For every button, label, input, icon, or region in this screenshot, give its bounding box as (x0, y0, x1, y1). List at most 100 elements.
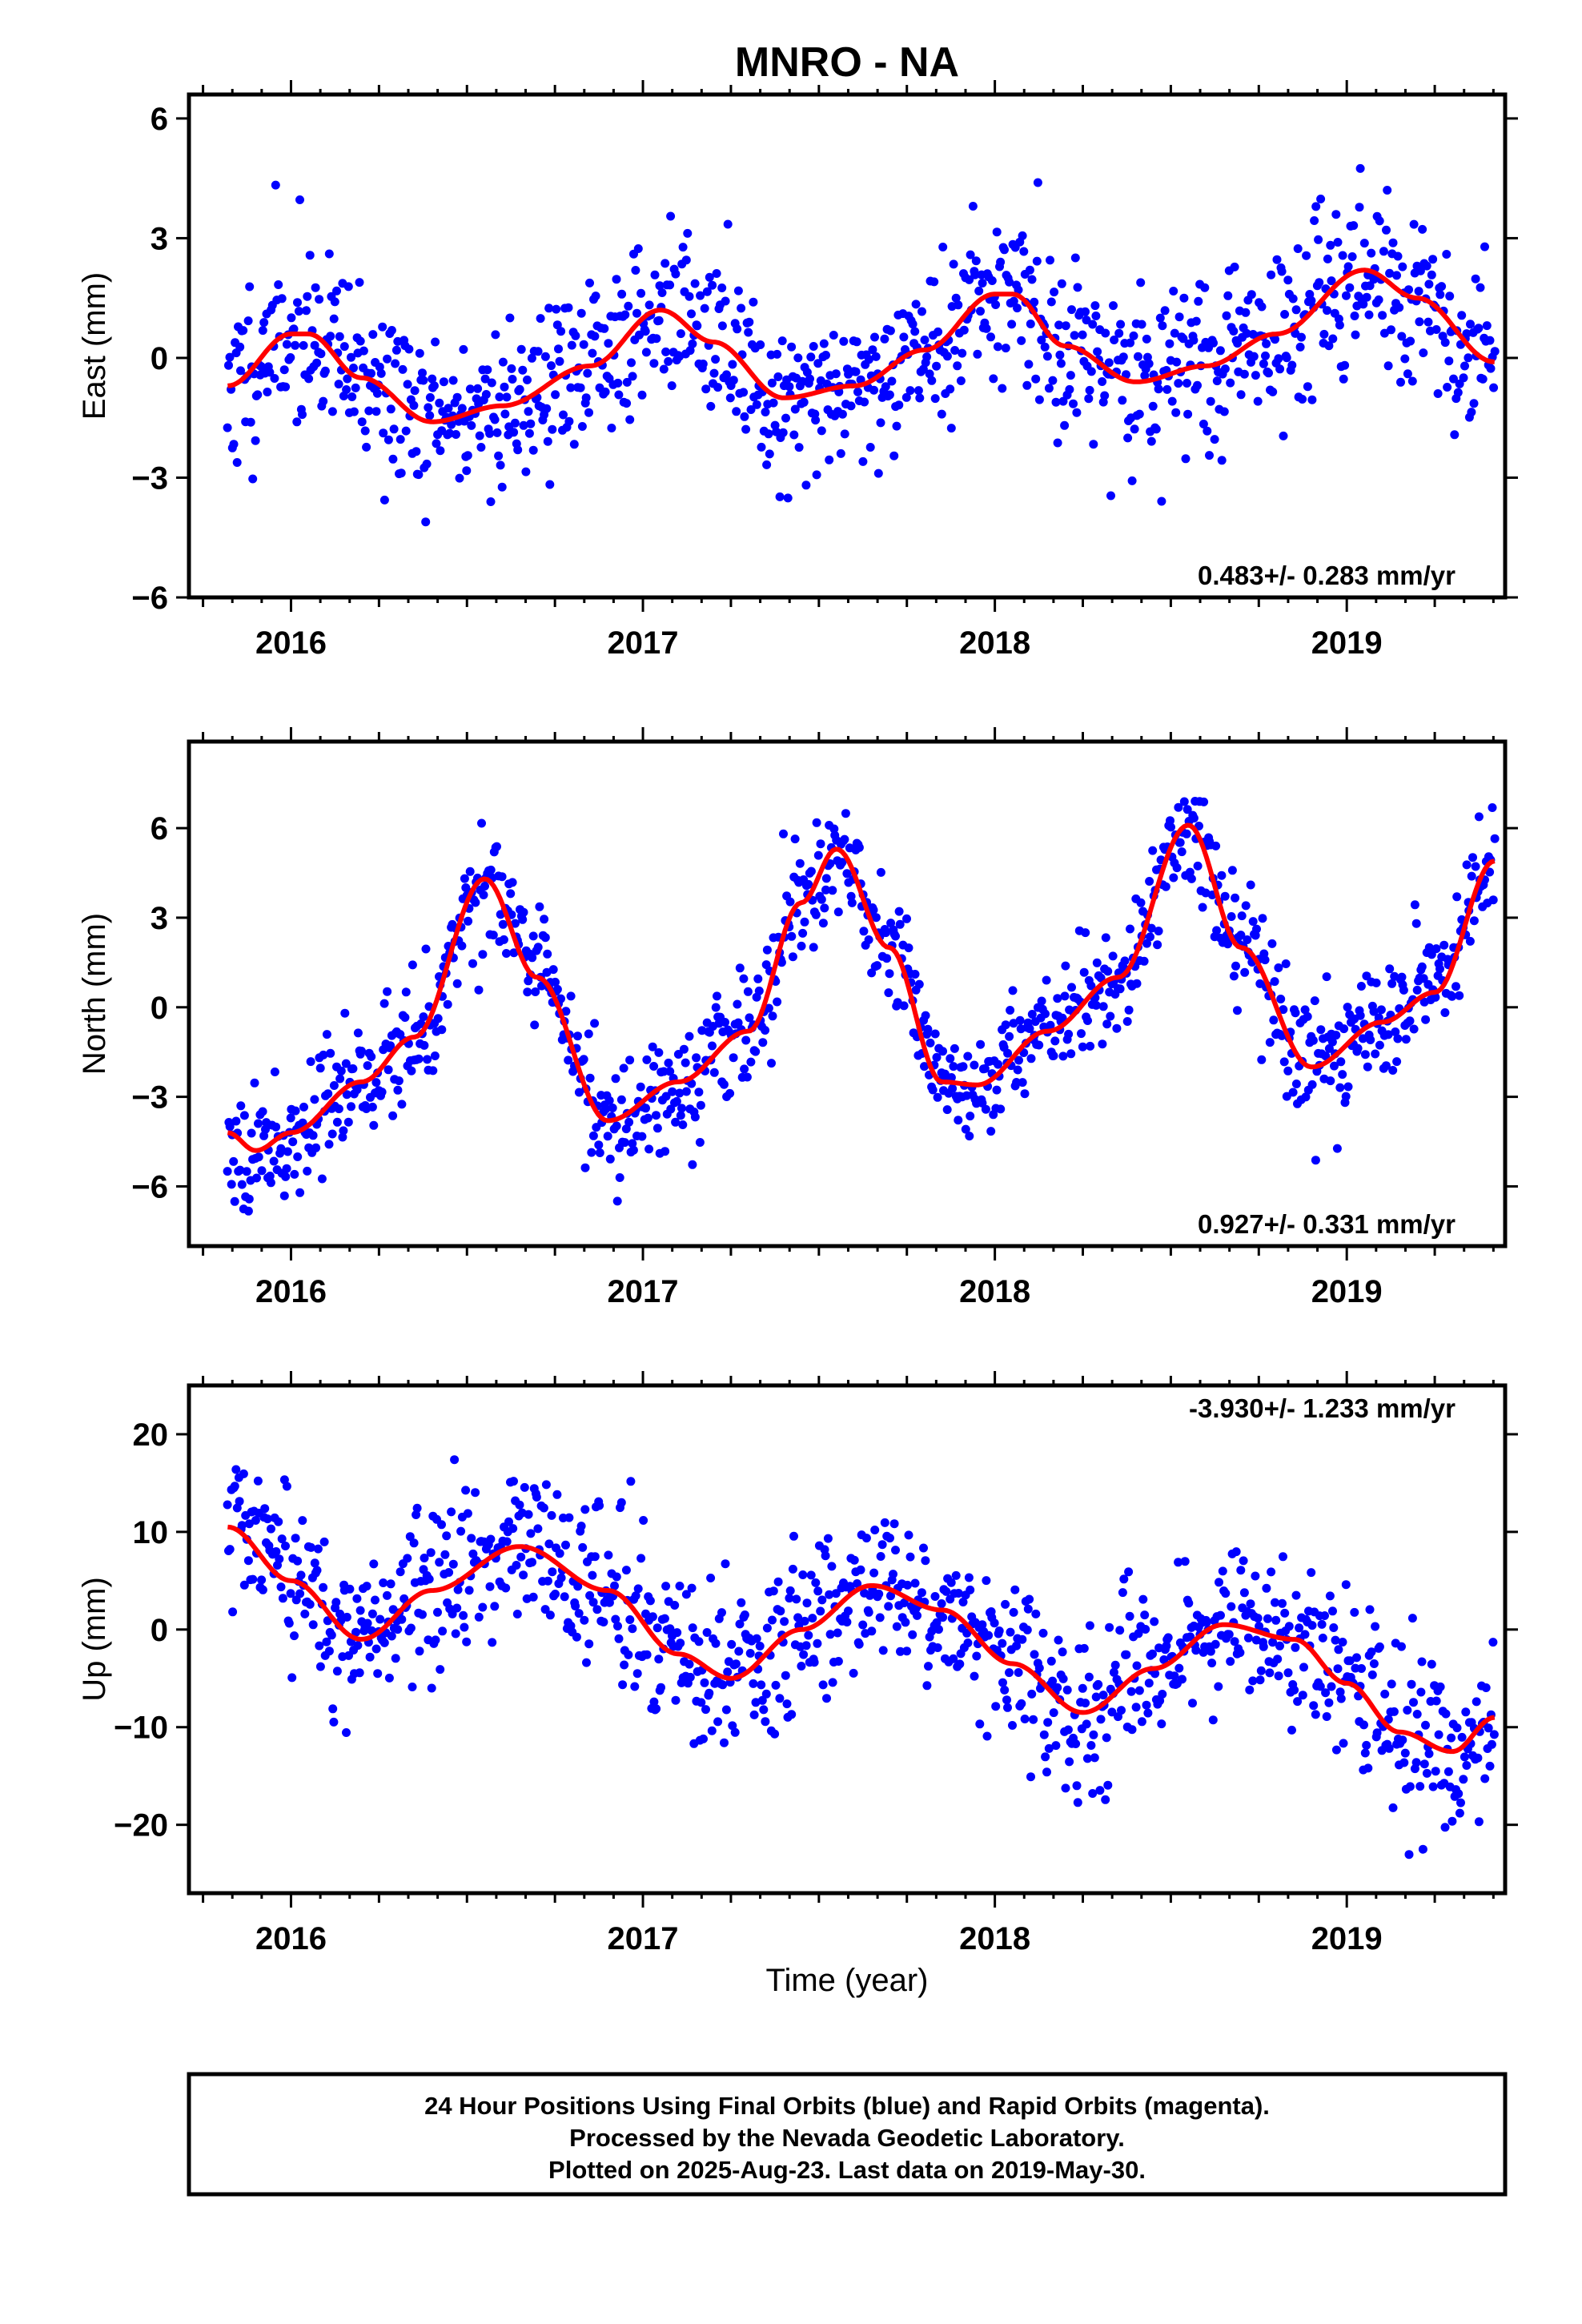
east-data-point (1339, 374, 1348, 384)
north-data-point (237, 1180, 247, 1189)
north-data-point (1132, 979, 1142, 988)
up-data-point (610, 1581, 619, 1590)
north-data-point (235, 1165, 245, 1175)
north-data-point (659, 1067, 669, 1076)
east-data-point (1222, 311, 1231, 320)
north-data-point (334, 1104, 343, 1114)
north-data-point (1227, 866, 1237, 875)
north-data-point (250, 1078, 259, 1088)
east-data-point (383, 435, 393, 444)
up-data-point (905, 1552, 915, 1562)
east-data-point (986, 332, 995, 342)
east-data-point (1005, 277, 1014, 287)
up-data-point (828, 1678, 837, 1687)
east-data-point (1206, 396, 1215, 406)
east-data-point (320, 366, 330, 376)
north-data-point (1363, 1062, 1372, 1072)
up-data-point (1085, 1621, 1094, 1630)
north-data-point (1049, 1051, 1058, 1060)
up-data-point (720, 1738, 729, 1747)
up-data-point (649, 1697, 659, 1707)
up-data-point (1404, 1850, 1414, 1860)
east-data-point (756, 340, 765, 349)
east-data-point (728, 360, 737, 369)
up-ytick-label: −20 (114, 1808, 168, 1844)
north-data-point (785, 897, 795, 907)
east-data-point (1054, 320, 1064, 330)
north-data-point (1431, 944, 1441, 954)
east-data-point (1437, 282, 1447, 292)
east-data-point (649, 359, 659, 368)
east-data-point (1086, 367, 1096, 376)
north-data-point (806, 866, 816, 876)
north-data-point (1316, 1025, 1326, 1035)
north-data-point (961, 1124, 970, 1134)
north-data-point (383, 1065, 393, 1075)
north-data-point (1083, 1016, 1092, 1025)
up-data-point (431, 1635, 440, 1645)
up-data-point (842, 1618, 852, 1626)
north-data-point (528, 931, 538, 941)
up-data-point (1141, 1625, 1150, 1634)
east-data-point (860, 397, 869, 407)
north-data-point (923, 1024, 933, 1034)
north-data-point (1467, 871, 1476, 881)
east-data-point (500, 382, 509, 392)
east-data-point (581, 393, 591, 403)
north-data-point (1014, 1055, 1023, 1065)
north-data-point (817, 895, 826, 904)
up-data-point (1322, 1712, 1331, 1721)
east-data-point (966, 250, 975, 259)
north-data-point (741, 1035, 751, 1045)
east-data-point (954, 300, 963, 310)
east-data-point (1148, 401, 1158, 411)
up-data-point (1243, 1633, 1253, 1642)
east-data-point (383, 354, 392, 364)
east-data-point (846, 401, 856, 411)
north-data-point (1282, 1092, 1291, 1101)
east-data-point (930, 394, 940, 404)
east-data-point (1251, 371, 1260, 380)
up-data-point (731, 1659, 741, 1669)
east-data-point (334, 380, 343, 389)
north-data-point (1193, 861, 1203, 870)
up-data-point (459, 1610, 468, 1620)
north-data-point (1397, 972, 1407, 982)
east-data-point (817, 426, 826, 436)
up-ytick-label: 20 (133, 1417, 169, 1453)
east-data-point (552, 304, 561, 314)
up-data-point (1216, 1610, 1225, 1620)
east-data-point (749, 297, 758, 307)
east-data-point (745, 317, 754, 327)
up-data-point (488, 1638, 497, 1647)
north-data-point (1355, 1011, 1365, 1020)
north-data-point (1488, 895, 1498, 905)
east-data-point (1151, 424, 1161, 434)
up-data-point (1081, 1699, 1090, 1708)
north-data-point (1421, 1015, 1431, 1024)
up-data-point (963, 1638, 973, 1647)
east-data-point (1460, 361, 1469, 371)
east-data-point (1333, 238, 1343, 247)
north-data-point (492, 842, 501, 851)
east-data-point (1365, 281, 1375, 291)
north-data-point (886, 919, 896, 928)
north-data-point (1034, 1040, 1044, 1050)
east-data-point (1174, 312, 1184, 322)
up-data-point (239, 1580, 249, 1590)
up-data-point (1380, 1689, 1390, 1699)
up-data-point (1227, 1602, 1236, 1611)
east-data-point (329, 314, 339, 324)
north-data-point (603, 1132, 612, 1141)
east-data-point (444, 404, 453, 413)
north-data-point (966, 1112, 975, 1121)
east-data-point (825, 455, 834, 464)
north-data-point (1015, 1015, 1025, 1025)
east-data-point (414, 470, 424, 480)
north-data-point (588, 1131, 598, 1140)
up-data-point (811, 1578, 821, 1587)
east-data-point (901, 392, 911, 402)
up-data-point (1082, 1754, 1092, 1763)
east-data-point (1388, 238, 1398, 247)
